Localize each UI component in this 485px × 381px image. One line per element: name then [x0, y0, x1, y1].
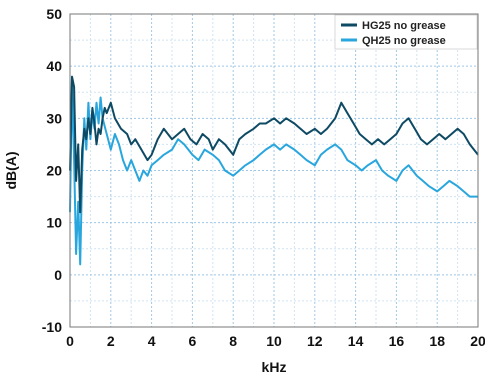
- y-axis-title: dB(A): [3, 151, 19, 189]
- x-tick-label: 0: [66, 333, 74, 349]
- legend: HG25 no grease QH25 no grease: [334, 14, 478, 50]
- x-tick-label: 14: [348, 333, 364, 349]
- y-tick-label: 0: [54, 267, 62, 283]
- x-tick-label: 12: [307, 333, 323, 349]
- legend-label-qh25: QH25 no grease: [362, 35, 446, 47]
- y-tick-label: -10: [42, 319, 62, 335]
- x-tick-label: 18: [429, 333, 445, 349]
- series-line-qh25: [69, 80, 478, 266]
- series-line-hg25: [69, 75, 479, 214]
- x-axis-title: kHz: [262, 359, 287, 375]
- y-tick-label: 20: [46, 163, 62, 179]
- x-tick-label: 2: [107, 333, 115, 349]
- y-tick-label: 10: [46, 215, 62, 231]
- y-tick-label: 50: [46, 6, 62, 22]
- plot-frame: [69, 13, 479, 328]
- x-tick-label: 8: [229, 333, 237, 349]
- series-group: [69, 75, 479, 266]
- x-tick-label: 16: [389, 333, 405, 349]
- y-tick-label: 30: [46, 110, 62, 126]
- legend-box: [334, 14, 478, 50]
- x-tick-label: 10: [266, 333, 282, 349]
- x-tick-label: 20: [470, 333, 485, 349]
- legend-label-hg25: HG25 no grease: [362, 20, 446, 32]
- y-tick-label: 40: [46, 58, 62, 74]
- x-tick-label: 4: [148, 333, 156, 349]
- x-tick-label: 6: [189, 333, 197, 349]
